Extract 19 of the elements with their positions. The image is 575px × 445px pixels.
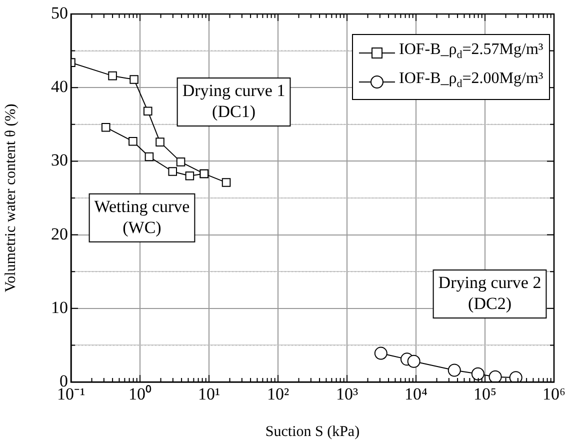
x-tick-label: 10²: [266, 384, 290, 404]
x-tick-label: 10⁴: [404, 384, 428, 404]
y-tick-label: 30: [51, 150, 68, 170]
annotation: Wetting curve (WC): [94, 196, 190, 237]
y-axis-title: Volumetric water content θ (%): [2, 104, 19, 292]
legend-label: IOF-B_ρ$_{d}$=2.57Mg/m³: [399, 40, 544, 64]
y-tick-label: 50: [51, 3, 68, 22]
annotation: Drying curve 2 (DC2): [438, 273, 542, 314]
x-tick-label: 10⁵: [474, 384, 497, 404]
x-tick-label: 10⁶: [542, 384, 566, 404]
x-tick-label: 10¹: [198, 384, 220, 404]
y-tick-label: 10: [51, 298, 68, 317]
x-tick-label: 10⁰: [128, 384, 152, 404]
y-tick-label: 40: [51, 77, 68, 96]
annotation: Drying curve 1 (DC1): [182, 80, 286, 121]
x-tick-label: 10³: [336, 384, 358, 404]
legend-label: IOF-B_ρ$_{d}$=2.00Mg/m³: [399, 69, 544, 92]
x-axis-title: Suction S (kPa): [265, 424, 360, 440]
y-tick-label: 20: [51, 224, 68, 244]
